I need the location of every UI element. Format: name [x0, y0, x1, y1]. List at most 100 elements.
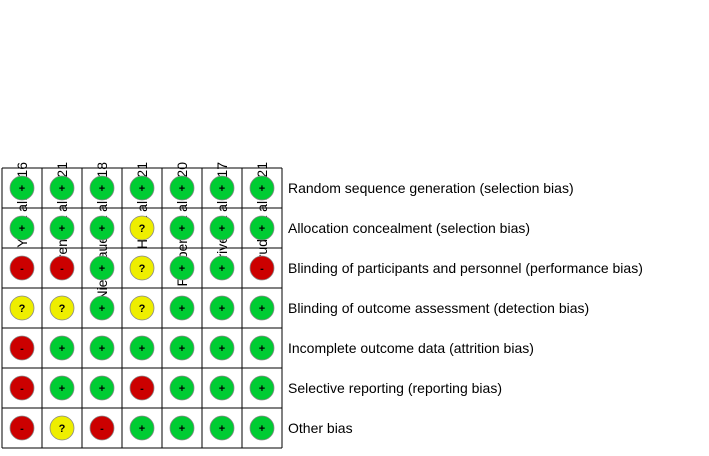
judgment-symbol: + — [259, 423, 265, 435]
judgment-symbol: + — [179, 423, 185, 435]
judgment-circle — [249, 215, 275, 241]
domain-label: Allocation concealment (selection bias) — [288, 220, 530, 236]
judgment-symbol: - — [20, 263, 24, 275]
judgment-circle — [49, 375, 75, 401]
judgment-symbol: + — [99, 183, 105, 195]
judgment-symbol: ? — [139, 223, 146, 235]
judgment-circle — [169, 295, 195, 321]
judgment-circle — [129, 215, 155, 241]
judgment-circle — [89, 255, 115, 281]
judgment-symbol: + — [219, 423, 225, 435]
judgment-circle — [9, 295, 35, 321]
judgment-circle — [249, 255, 275, 281]
judgment-symbol: + — [259, 343, 265, 355]
judgment-circle — [89, 175, 115, 201]
judgment-symbol: + — [99, 223, 105, 235]
domain-label: Other bias — [288, 420, 353, 436]
judgment-circle — [89, 295, 115, 321]
judgment-circle — [9, 375, 35, 401]
judgment-symbol: + — [99, 383, 105, 395]
judgment-symbol: + — [179, 383, 185, 395]
judgment-symbol: + — [259, 223, 265, 235]
judgment-symbol: - — [140, 383, 144, 395]
judgment-symbol: + — [139, 183, 145, 195]
judgment-circle — [249, 295, 275, 321]
judgment-circle — [89, 375, 115, 401]
judgment-symbol: + — [219, 223, 225, 235]
judgment-symbol: + — [259, 383, 265, 395]
domain-label: Random sequence generation (selection bi… — [288, 180, 574, 196]
judgment-circle — [9, 335, 35, 361]
judgment-symbol: + — [59, 223, 65, 235]
judgment-symbol: + — [99, 303, 105, 315]
judgment-circle — [129, 255, 155, 281]
judgment-symbol: ? — [59, 303, 66, 315]
judgment-symbol: + — [139, 423, 145, 435]
judgment-circle — [169, 255, 195, 281]
domain-label: Incomplete outcome data (attrition bias) — [288, 340, 534, 356]
judgment-circle — [129, 295, 155, 321]
domain-label: Blinding of outcome assessment (detectio… — [288, 300, 589, 316]
judgment-symbol: + — [99, 343, 105, 355]
judgment-circle — [169, 175, 195, 201]
judgment-symbol: + — [179, 223, 185, 235]
judgment-circle — [209, 415, 235, 441]
judgment-symbol: + — [59, 383, 65, 395]
judgment-circle — [169, 335, 195, 361]
domain-label: Blinding of participants and personnel (… — [288, 260, 643, 276]
judgment-symbol: - — [260, 263, 264, 275]
judgment-circle — [89, 335, 115, 361]
judgment-symbol: - — [20, 423, 24, 435]
judgment-symbol: + — [99, 263, 105, 275]
judgment-circle — [49, 175, 75, 201]
judgment-circle — [249, 415, 275, 441]
judgment-circle — [49, 215, 75, 241]
judgment-symbol: + — [219, 263, 225, 275]
judgment-circle — [89, 215, 115, 241]
judgment-circle — [209, 215, 235, 241]
judgment-circle — [9, 175, 35, 201]
judgment-circle — [49, 335, 75, 361]
judgment-circle — [209, 295, 235, 321]
judgment-circle — [9, 255, 35, 281]
judgment-circle — [89, 415, 115, 441]
judgment-symbol: ? — [139, 263, 146, 275]
judgment-circle — [249, 375, 275, 401]
judgment-symbol: + — [59, 343, 65, 355]
judgment-circle — [9, 415, 35, 441]
judgment-symbol: ? — [139, 303, 146, 315]
judgment-symbol: ? — [59, 423, 66, 435]
judgment-symbol: + — [179, 303, 185, 315]
judgment-circle — [169, 415, 195, 441]
judgment-circle — [129, 175, 155, 201]
judgment-symbol: - — [20, 383, 24, 395]
judgment-circle — [129, 375, 155, 401]
judgment-symbol: + — [179, 343, 185, 355]
judgment-symbol: + — [179, 183, 185, 195]
judgment-circle — [49, 255, 75, 281]
judgment-symbol: + — [259, 183, 265, 195]
judgment-symbol: + — [19, 183, 25, 195]
judgment-symbol: + — [219, 383, 225, 395]
judgment-symbol: + — [179, 263, 185, 275]
judgment-circle — [209, 375, 235, 401]
judgment-circle — [169, 375, 195, 401]
judgment-circle — [49, 295, 75, 321]
judgment-symbol: + — [219, 343, 225, 355]
domain-label: Selective reporting (reporting bias) — [288, 380, 502, 396]
judgment-symbol: + — [139, 343, 145, 355]
judgment-symbol: - — [60, 263, 64, 275]
judgment-circle — [209, 335, 235, 361]
judgment-symbol: + — [219, 303, 225, 315]
judgment-circle — [129, 335, 155, 361]
judgment-circle — [129, 415, 155, 441]
judgment-symbol: - — [20, 343, 24, 355]
judgment-symbol: - — [100, 423, 104, 435]
judgment-circle — [169, 215, 195, 241]
judgment-circle — [49, 415, 75, 441]
judgment-symbol: + — [59, 183, 65, 195]
judgment-circle — [209, 175, 235, 201]
judgment-circle — [209, 255, 235, 281]
judgment-circle — [9, 215, 35, 241]
